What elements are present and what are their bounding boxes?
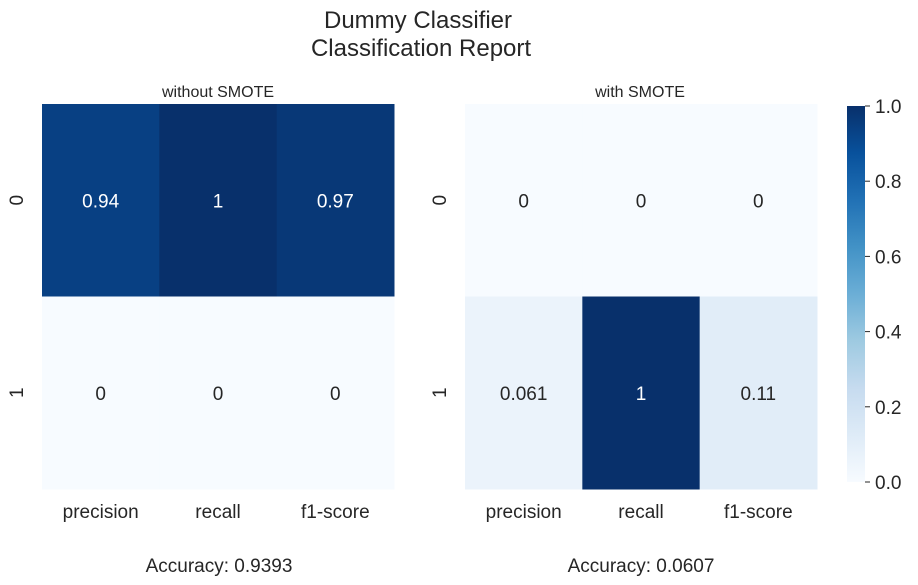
colorbar-tick-label: 0.8 (875, 172, 901, 193)
x-tick-label: f1-score (724, 502, 793, 523)
cell-value-label: 0.97 (317, 191, 354, 212)
heatmap-panel-with-smote: with SMOTE 0 0 0 0.061 1 0.11 precision recall f… (430, 84, 818, 577)
heatmap-cell (276, 104, 395, 297)
heatmap-cell (465, 296, 583, 490)
x-tick-label: precision (63, 502, 139, 523)
colorbar-tick-label: 0.0 (875, 473, 901, 494)
colorbar-tick-label: 0.6 (875, 247, 901, 268)
cell-value-label: 0.061 (500, 384, 548, 405)
x-tick-label: f1-score (301, 502, 370, 523)
heatmap-cell (276, 296, 395, 490)
heatmap-cells: 0 0 0 0.061 1 0.11 precision recall f1-score 0 1 (430, 104, 818, 523)
heatmap-cell (582, 296, 701, 490)
heatmap-cell (42, 104, 160, 297)
y-tick-label: 1 (7, 387, 28, 398)
y-tick-label: 0 (7, 195, 28, 206)
colorbar: 0.0 0.2 0.4 0.6 0.8 1.0 (847, 97, 902, 494)
heatmap-cell (465, 104, 583, 297)
cell-value-label: 0.11 (741, 384, 777, 405)
panel-footer: Accuracy: 0.9393 (146, 556, 293, 577)
cell-value-label: 1 (213, 191, 224, 212)
cell-value-label: 0.94 (82, 191, 119, 212)
cell-value-label: 1 (636, 384, 647, 405)
cell-value-label: 0 (330, 384, 341, 405)
cell-value-label: 0 (518, 191, 529, 212)
x-tick-label: precision (486, 502, 562, 523)
x-tick-label: recall (195, 502, 240, 523)
x-tick-label: recall (618, 502, 663, 523)
heatmap-cell (159, 296, 278, 490)
colorbar-tick-label: 1.0 (875, 97, 901, 118)
colorbar-gradient (847, 106, 865, 482)
colorbar-tick-label: 0.4 (875, 323, 902, 344)
heatmap-cell (582, 104, 701, 297)
heatmap-panel-without-smote: without SMOTE 0.94 1 0.97 0 0 0 precision recal… (7, 84, 395, 577)
colorbar-tick-label: 0.2 (875, 398, 901, 419)
figure-title-line2: Classification Report (311, 35, 531, 62)
cell-value-label: 0 (753, 191, 764, 212)
cell-value-label: 0 (95, 384, 106, 405)
heatmap-cell (42, 296, 160, 490)
figure-title-line1: Dummy Classifier (324, 7, 512, 34)
panel-footer: Accuracy: 0.0607 (568, 556, 715, 577)
cell-value-label: 0 (213, 384, 224, 405)
y-tick-label: 1 (430, 387, 451, 398)
colorbar-ticks: 0.0 0.2 0.4 0.6 0.8 1.0 (865, 97, 902, 494)
heatmap-cell (699, 104, 818, 297)
heatmap-cells: 0.94 1 0.97 0 0 0 precision recall f1-score 0 1 (7, 104, 395, 523)
heatmap-cell (159, 104, 278, 297)
y-tick-label: 0 (430, 195, 451, 206)
panel-title: without SMOTE (161, 84, 274, 101)
panel-title: with SMOTE (594, 84, 685, 101)
heatmap-cell (699, 296, 818, 490)
cell-value-label: 0 (636, 191, 647, 212)
